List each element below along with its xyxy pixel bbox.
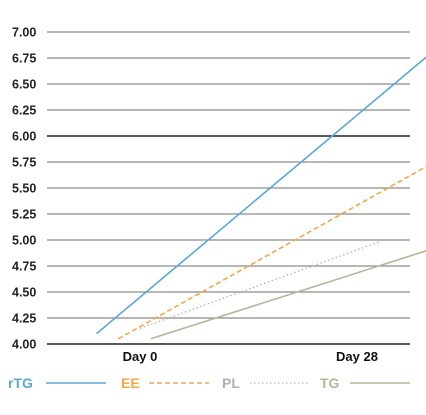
y-tick-label: 6.25 xyxy=(12,104,36,118)
y-tick-label: 6.50 xyxy=(12,78,36,92)
y-tick-label: 4.25 xyxy=(12,312,36,326)
series-lines xyxy=(96,56,426,340)
x-axis-ticks: Day 0 Day 28 xyxy=(123,349,378,364)
series-line-tg xyxy=(150,250,426,340)
y-tick-label: 4.75 xyxy=(12,260,36,274)
legend: rTG EE PL TG xyxy=(8,375,410,391)
x-tick-label: Day 0 xyxy=(123,349,158,364)
series-line-pl xyxy=(139,241,379,330)
y-tick-label: 4.00 xyxy=(12,338,36,352)
y-tick-label: 6.75 xyxy=(12,52,36,66)
legend-label-rtg: rTG xyxy=(8,375,33,391)
y-tick-label: 5.25 xyxy=(12,208,36,222)
y-tick-label: 5.50 xyxy=(12,182,36,196)
legend-label-tg: TG xyxy=(320,375,340,391)
y-tick-label: 4.50 xyxy=(12,286,36,300)
series-line-ee xyxy=(117,165,426,340)
y-tick-label: 7.00 xyxy=(12,26,36,40)
y-axis-ticks: 7.00 6.75 6.50 6.25 6.00 5.75 5.50 5.25 5.00 4.75… xyxy=(12,26,36,352)
series-line-rtg xyxy=(96,56,426,335)
y-tick-label: 6.00 xyxy=(12,130,36,144)
grid-lines xyxy=(47,31,410,345)
y-tick-label: 5.75 xyxy=(12,156,36,170)
y-tick-label: 5.00 xyxy=(12,234,36,248)
x-tick-label: Day 28 xyxy=(336,349,378,364)
legend-label-ee: EE xyxy=(121,375,140,391)
legend-label-pl: PL xyxy=(222,375,240,391)
